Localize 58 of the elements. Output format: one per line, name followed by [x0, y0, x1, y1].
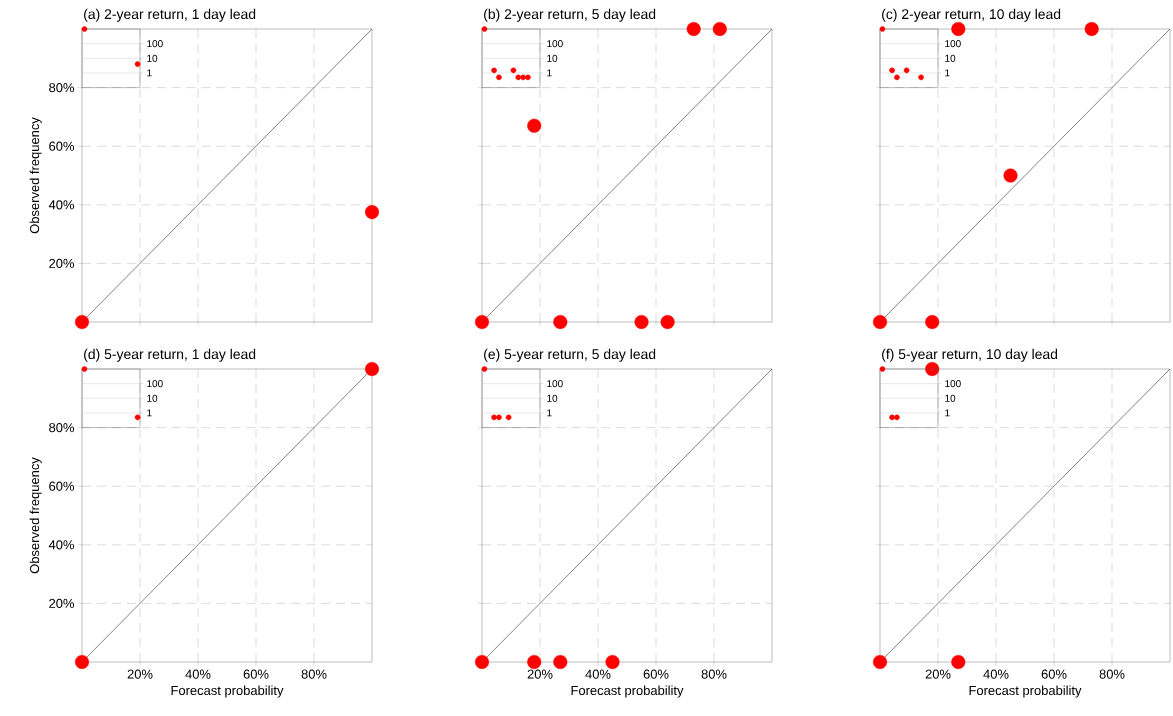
- y-tick-label: 1: [547, 409, 552, 417]
- y-tick-label: 40%: [48, 540, 75, 550]
- point: [879, 26, 886, 32]
- y-axis-title: Observed frequency: [29, 117, 42, 234]
- point: [894, 74, 900, 81]
- y-tick-label: 1: [547, 69, 552, 77]
- point: [515, 74, 522, 81]
- y-tick-label: 80%: [49, 83, 75, 93]
- point: [481, 26, 488, 32]
- y-tick-label: 100: [945, 380, 961, 388]
- x-tick-label: 60%: [643, 669, 669, 679]
- point: [510, 67, 517, 74]
- y-tick-label: 10: [147, 394, 158, 402]
- y-tick-label: 100: [147, 40, 163, 48]
- y-tick-label: 1: [147, 409, 152, 417]
- x-tick-label: 40%: [185, 669, 211, 679]
- x-tick-label: 80%: [701, 669, 727, 679]
- x-tick-label: 80%: [1099, 669, 1125, 679]
- y-tick-label: 60%: [49, 481, 75, 491]
- chart-title: (d) 5-year return, 1 day lead: [84, 348, 256, 362]
- y-tick-label: 60%: [49, 141, 75, 151]
- y-tick-label: 100: [945, 40, 961, 48]
- y-tick-label: 10: [547, 394, 558, 402]
- y-tick-label: 20%: [49, 598, 75, 608]
- y-axis-title: Observed frequency: [29, 457, 42, 574]
- x-tick-label: 40%: [585, 669, 611, 679]
- x-axis-title: Forecast probability: [969, 685, 1082, 698]
- chart-title: (f) 5-year return, 10 day lead: [882, 348, 1058, 362]
- point: [918, 74, 924, 81]
- y-tick-label: 100: [147, 380, 163, 388]
- chart-title: (b) 2-year return, 5 day lead: [484, 8, 656, 22]
- chart-title: (a) 2-year return, 1 day lead: [84, 8, 256, 22]
- x-tick-label: 60%: [1041, 669, 1067, 679]
- x-tick-label: 40%: [983, 669, 1009, 679]
- x-axis-title: Forecast probability: [571, 685, 684, 698]
- y-tick-label: 1: [147, 69, 152, 77]
- x-tick-label: 60%: [243, 669, 269, 679]
- y-tick-label: 1: [945, 69, 950, 77]
- point: [525, 74, 531, 81]
- y-tick-label: 10: [147, 54, 158, 62]
- point: [491, 67, 497, 74]
- point: [496, 74, 502, 81]
- chart-title: (c) 2-year return, 10 day lead: [882, 8, 1061, 22]
- x-tick-label: 80%: [301, 669, 327, 679]
- y-tick-label: 100: [547, 380, 563, 388]
- y-tick-label: 100: [547, 40, 563, 48]
- y-tick-label: 40%: [48, 200, 75, 210]
- y-tick-label: 10: [945, 394, 956, 402]
- y-tick-label: 10: [547, 54, 558, 62]
- y-tick-label: 20%: [49, 258, 75, 268]
- point: [520, 74, 526, 81]
- y-tick-label: 80%: [49, 423, 75, 433]
- y-tick-label: 1: [945, 409, 950, 417]
- point: [889, 67, 895, 74]
- chart-title: (e) 5-year return, 5 day lead: [484, 348, 656, 362]
- point: [903, 67, 910, 74]
- y-tick-label: 10: [945, 54, 956, 62]
- x-axis-title: Forecast probability: [171, 685, 284, 698]
